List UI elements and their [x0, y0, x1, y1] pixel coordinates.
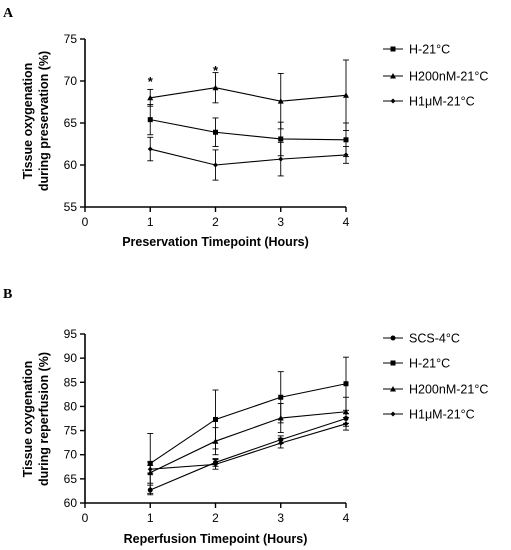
data-point — [278, 394, 284, 400]
data-point — [278, 136, 284, 142]
x-axis-title: Preservation Timepoint (Hours) — [122, 235, 309, 249]
y-tick-label: 75 — [64, 424, 78, 438]
data-point — [277, 415, 284, 421]
series-line — [150, 148, 347, 166]
series-H200nM-21°C — [147, 59, 349, 132]
chart-panel-b: 60 65 70 75 80 85 90 95 0 1 2 3 4 Reperfusion Timepoi… — [21, 327, 488, 546]
legend-label: H200nM-21°C — [409, 383, 488, 397]
data-point — [147, 146, 153, 152]
data-point — [343, 137, 349, 143]
legend-marker — [390, 46, 396, 52]
x-axis-title: Reperfusion Timepoint (Hours) — [124, 532, 308, 546]
legend-label: H-21°C — [409, 357, 450, 371]
x-tick-label: 4 — [343, 511, 350, 525]
x-tick-label: 2 — [212, 215, 219, 229]
data-point — [277, 98, 284, 104]
data-point — [343, 152, 349, 158]
x-tick-label: 0 — [82, 511, 89, 525]
legend-entry: H200nM-21°C — [383, 383, 488, 397]
legend-marker — [390, 360, 396, 366]
legend-label: SCS-4°C — [409, 332, 460, 346]
y-axis-title-line: Tissue oxygenation — [21, 361, 35, 477]
x-tick-label: 2 — [212, 511, 219, 525]
legend-label: H1μM-21°C — [409, 95, 475, 109]
y-tick-label: 60 — [64, 496, 78, 510]
legend-entry: H1μM-21°C — [383, 408, 475, 422]
x-tick-label: 0 — [82, 215, 89, 229]
legend-entry: H-21°C — [383, 357, 450, 371]
y-tick-label: 65 — [64, 472, 78, 486]
data-point — [213, 416, 218, 422]
chart-panel-a: 55 60 65 70 75 0 1 2 3 4 Preservation Timepoint (H… — [21, 32, 488, 249]
y-tick-label: 60 — [64, 158, 78, 172]
data-point — [343, 381, 349, 387]
series-H-21°C — [147, 356, 349, 494]
legend-entry: H200nM-21°C — [383, 70, 488, 84]
x-tick-label: 1 — [147, 511, 154, 525]
data-point — [213, 461, 218, 467]
series-H1μM-21°C — [147, 417, 349, 474]
series-line — [150, 119, 347, 141]
legend-entry: H-21°C — [383, 43, 450, 57]
panel-a-label: A — [3, 6, 14, 21]
x-tick-label: 4 — [343, 215, 350, 229]
series-line — [150, 417, 347, 491]
y-tick-label: 70 — [64, 448, 78, 462]
legend-label: H200nM-21°C — [409, 70, 488, 84]
legend-entry: H1μM-21°C — [383, 95, 475, 109]
panel-b-label: B — [3, 287, 12, 302]
data-point — [212, 438, 219, 444]
legend-label: H-21°C — [409, 43, 450, 57]
y-tick-label: 95 — [64, 327, 78, 341]
legend-marker — [390, 386, 396, 392]
series-H-21°C — [147, 104, 349, 158]
y-tick-label: 85 — [64, 375, 78, 389]
data-point — [343, 92, 349, 98]
series-line — [150, 411, 347, 474]
data-point — [213, 129, 218, 135]
legend-marker — [390, 411, 396, 417]
legend-entry: SCS-4°C — [383, 332, 460, 346]
x-tick-label: 1 — [147, 215, 154, 229]
x-tick-label: 3 — [277, 511, 284, 525]
data-point — [343, 421, 349, 427]
series-line — [149, 383, 347, 464]
x-tick-label: 3 — [277, 215, 284, 229]
legend-marker — [390, 335, 396, 341]
y-tick-label: 65 — [64, 116, 78, 130]
data-point — [278, 440, 284, 446]
legend-label: H1μM-21°C — [409, 408, 475, 422]
data-point — [147, 94, 154, 101]
data-point — [147, 466, 153, 472]
series-line — [150, 423, 347, 470]
y-tick-label: 80 — [64, 399, 78, 413]
y-axis-title-line: Tissue oxygenation — [21, 63, 35, 179]
series-H1μM-21°C — [147, 136, 349, 181]
data-point — [343, 408, 349, 415]
legend-marker — [390, 73, 396, 79]
data-point — [278, 156, 284, 162]
series-H200nM-21°C — [147, 396, 349, 484]
significance-marker: * — [148, 74, 154, 89]
data-point — [213, 162, 218, 168]
series-line — [150, 87, 347, 102]
data-point — [147, 117, 153, 123]
data-point — [212, 84, 219, 91]
y-tick-label: 70 — [64, 74, 78, 88]
legend-marker — [390, 98, 396, 104]
y-tick-label: 90 — [64, 351, 78, 365]
y-axis-title-line: during reperfusion (%) — [37, 352, 51, 486]
y-tick-label: 55 — [64, 200, 78, 214]
y-axis-title-line: during preservation (%) — [37, 51, 51, 191]
significance-marker: * — [213, 63, 219, 78]
y-tick-label: 75 — [64, 32, 78, 46]
